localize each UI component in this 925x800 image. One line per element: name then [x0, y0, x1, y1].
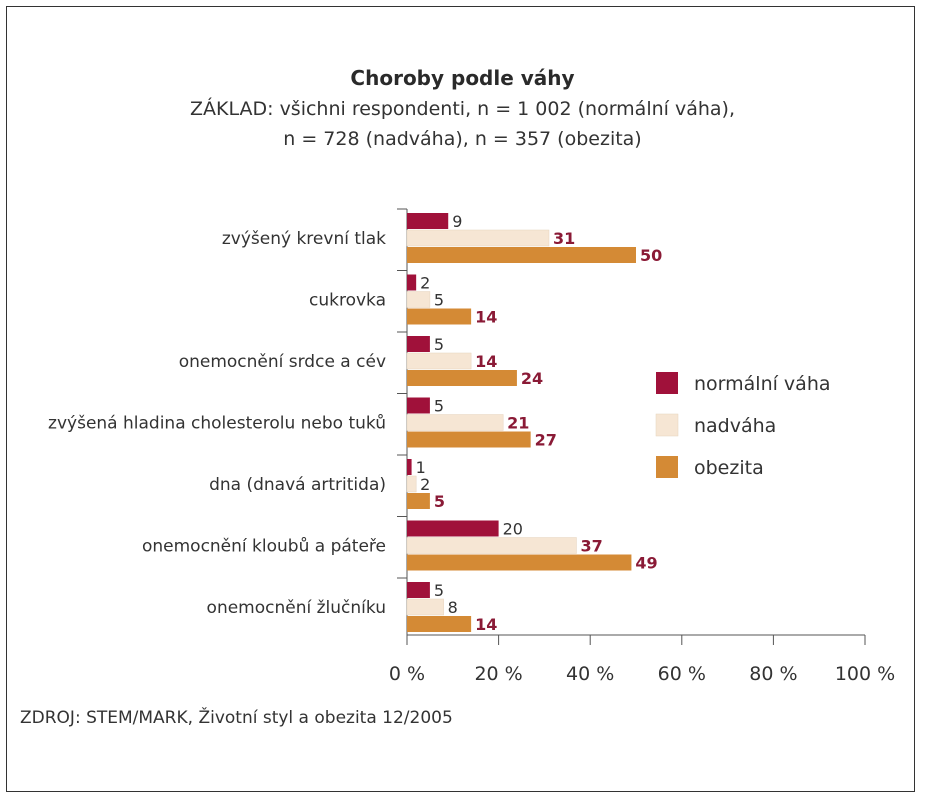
bar-obezita: [407, 431, 531, 448]
bar-normální-váha: [407, 274, 417, 291]
category-label: onemocnění srdce a cév: [179, 352, 386, 372]
bar-nadváha: [406, 414, 504, 431]
data-label: 8: [448, 598, 458, 617]
category-label: cukrovka: [309, 291, 386, 311]
data-label: 20: [503, 520, 523, 539]
chart-subtitle-line-1: ZÁKLAD: všichni respondenti, n = 1 002 (…: [190, 98, 735, 120]
bar-normální-váha: [407, 397, 430, 414]
source-note: ZDROJ: STEM/MARK, Životní styl a obezita…: [20, 708, 453, 728]
data-label: 37: [580, 537, 602, 556]
legend-swatch: [655, 413, 679, 437]
bar-nadváha: [406, 598, 444, 616]
category-label: onemocnění kloubů a páteře: [142, 537, 386, 557]
data-label: 14: [475, 352, 497, 371]
bar-normální-váha: [407, 459, 412, 475]
x-tick-label: 0 %: [389, 663, 425, 685]
data-label: 14: [475, 308, 497, 327]
bar-normální-váha: [407, 213, 449, 229]
data-label: 5: [434, 492, 445, 511]
chart-title: Choroby podle váhy: [350, 66, 575, 90]
legend-label: obezita: [694, 457, 764, 479]
bar-obezita: [407, 493, 430, 509]
bar-obezita: [407, 616, 472, 632]
category-label: zvýšený krevní tlak: [222, 229, 386, 249]
data-label: 21: [507, 414, 529, 433]
x-tick-label: 80 %: [749, 663, 797, 685]
chart-subtitle-line-2: n = 728 (nadváha), n = 357 (obezita): [283, 128, 642, 150]
bar-nadváha: [406, 352, 472, 370]
legend-swatch: [656, 456, 678, 478]
x-tick-label: 60 %: [658, 663, 706, 685]
x-tick-label: 20 %: [474, 663, 522, 685]
bar-obezita: [407, 370, 517, 386]
bar-obezita: [407, 308, 472, 325]
legend-label: normální váha: [694, 373, 831, 395]
bar-nadváha: [406, 537, 577, 554]
data-label: 9: [452, 212, 462, 231]
data-label: 5: [434, 397, 444, 416]
legend-swatch: [656, 372, 678, 394]
bar-nadváha: [406, 291, 431, 308]
data-label: 1: [416, 458, 426, 477]
data-label: 5: [434, 581, 444, 600]
bar-obezita: [407, 247, 636, 263]
bar-nadváha: [406, 475, 417, 493]
bar-nadváha: [406, 229, 550, 247]
x-tick-label: 100 %: [835, 663, 895, 685]
legend-label: nadváha: [694, 415, 776, 437]
category-label: zvýšená hladina cholesterolu nebo tuků: [48, 414, 386, 434]
data-label: 50: [640, 246, 662, 265]
data-label: 5: [434, 291, 444, 310]
category-label: onemocnění žlučníku: [207, 598, 386, 618]
x-tick-label: 40 %: [566, 663, 614, 685]
data-label: 5: [434, 335, 444, 354]
chart-frame: [6, 6, 915, 792]
bar-normální-váha: [407, 582, 430, 598]
data-label: 2: [420, 274, 430, 293]
category-label: dna (dnavá artritida): [209, 475, 386, 495]
bar-normální-váha: [407, 520, 499, 537]
data-label: 14: [475, 615, 497, 634]
bar-obezita: [407, 554, 632, 571]
data-label: 31: [553, 229, 575, 248]
data-label: 49: [635, 554, 657, 573]
data-label: 24: [521, 369, 543, 388]
bar-normální-váha: [407, 336, 430, 352]
data-label: 27: [535, 431, 557, 450]
data-label: 2: [420, 475, 430, 494]
